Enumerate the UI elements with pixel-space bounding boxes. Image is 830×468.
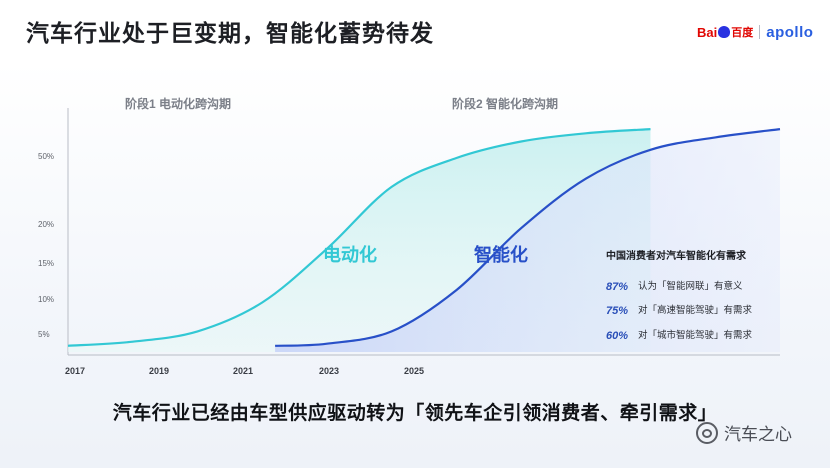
logo-divider	[759, 25, 761, 39]
y-tick-label: 50%	[38, 152, 54, 161]
x-tick-label: 2019	[149, 366, 169, 376]
baidu-logo-bai: Bai	[697, 24, 718, 40]
y-tick-label: 20%	[38, 220, 54, 229]
baidu-logo-cn: 百度	[731, 27, 754, 39]
electric-line	[67, 128, 651, 347]
phase-label: 阶段2 智能化跨沟期	[452, 96, 558, 111]
survey-text: 对「城市智能驾驶」有需求	[638, 329, 753, 341]
apollo-logo: apollo	[766, 23, 814, 41]
x-tick-label: 2021	[233, 366, 253, 376]
wechat-icon	[696, 421, 718, 444]
baidu-logo: Bai 百度	[697, 24, 753, 40]
watermark-text: 汽车之心	[724, 425, 792, 444]
series-label-intelligent: 智能化	[474, 244, 528, 265]
x-tick-label: 2025	[404, 366, 424, 376]
x-tick-label: 2023	[319, 366, 339, 376]
intelligent-area	[275, 129, 780, 352]
survey-percent: 87%	[606, 281, 628, 293]
y-tick-label: 10%	[38, 295, 54, 304]
survey-title: 中国消费者对汽车智能化有需求	[606, 249, 747, 262]
phase-label: 阶段1 电动化跨沟期	[125, 96, 231, 111]
bottom-conclusion: 汽车行业已经由车型供应驱动转为「领先车企引领消费者、牵引需求」	[112, 403, 718, 424]
slide-title: 汽车行业处于巨变期，智能化蓄势待发	[26, 20, 434, 46]
survey-text: 对「高速智能驾驶」有需求	[638, 304, 753, 316]
series-label-electric: 电动化	[323, 244, 377, 265]
baidu-paw-icon	[718, 26, 731, 38]
survey-text: 认为「智能网联」有意义	[638, 280, 743, 292]
x-tick-label: 2017	[65, 366, 85, 376]
y-tick-label: 5%	[38, 330, 50, 339]
y-tick-label: 15%	[38, 259, 54, 268]
survey-percent: 75%	[606, 305, 628, 317]
watermark: 汽车之心	[696, 420, 792, 445]
survey-percent: 60%	[606, 330, 628, 342]
brand-logo: Bai 百度 apollo	[697, 20, 813, 44]
intelligent-line	[275, 128, 781, 347]
